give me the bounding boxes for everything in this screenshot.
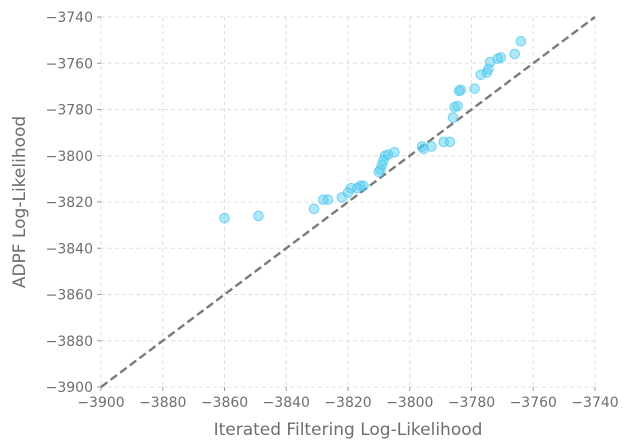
y-tick-label: −3780 — [46, 103, 93, 119]
y-tick-label: −3860 — [46, 288, 93, 304]
data-point — [447, 112, 459, 123]
data-point — [219, 212, 230, 224]
data-point — [475, 69, 487, 81]
data-point — [452, 100, 463, 112]
axis-ticks — [97, 16, 596, 391]
x-tick-label: −3820 — [324, 395, 371, 411]
x-tick-label: −3780 — [448, 395, 495, 411]
data-point — [308, 203, 320, 215]
data-point — [382, 149, 394, 160]
identity-reference-line — [100, 16, 596, 388]
x-tick-label: −3900 — [77, 395, 124, 411]
x-tick-labels: −3900 −3880 −3860 −3840 −3820 −3800 −3780 −3760… — [77, 395, 618, 411]
x-tick-label: −3840 — [263, 395, 310, 411]
y-tick-label: −3840 — [46, 241, 93, 257]
x-tick-label: −3860 — [201, 395, 248, 411]
data-point — [322, 194, 334, 205]
data-point — [418, 143, 429, 155]
data-point — [469, 83, 480, 94]
y-tick-label: −3900 — [46, 380, 93, 396]
data-point — [444, 136, 456, 148]
y-axis-label: ADPF Log-Likelihood — [10, 116, 30, 288]
grid — [100, 16, 596, 388]
data-point — [355, 180, 366, 192]
y-tick-label: −3800 — [46, 149, 93, 165]
x-tick-label: −3800 — [386, 395, 433, 411]
y-tick-label: −3820 — [46, 195, 93, 211]
y-tick-label: −3740 — [46, 10, 93, 26]
x-axis-label: Iterated Filtering Log-Likelihood — [214, 420, 483, 440]
y-tick-labels: −3900 −3880 −3860 −3840 −3820 −3800 −3780 −3760… — [46, 10, 93, 396]
data-point — [495, 52, 507, 63]
data-point — [455, 84, 466, 96]
data-point — [515, 35, 527, 47]
x-tick-label: −3880 — [139, 395, 186, 411]
data-point — [389, 146, 400, 158]
data-point — [453, 85, 465, 97]
data-point — [426, 141, 437, 152]
x-tick-label: −3740 — [571, 395, 618, 411]
x-tick-label: −3760 — [510, 395, 557, 411]
data-point — [253, 210, 264, 222]
data-point — [509, 48, 521, 60]
data-points — [219, 35, 527, 224]
y-tick-label: −3760 — [46, 56, 93, 72]
data-point — [358, 180, 369, 192]
y-tick-label: −3880 — [46, 334, 93, 350]
